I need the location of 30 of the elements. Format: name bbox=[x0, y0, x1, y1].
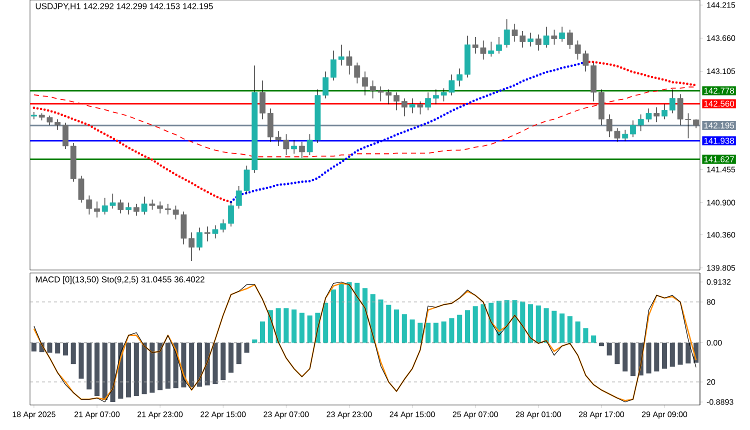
ref-line-label: 142.778 bbox=[704, 88, 734, 94]
x-tick-label: 28 Apr 01:00 bbox=[516, 412, 561, 419]
y-tick-label: 143.105 bbox=[707, 68, 736, 74]
x-tick-label: 25 Apr 07:00 bbox=[452, 412, 498, 419]
x-tick-label: 24 Apr 15:00 bbox=[390, 412, 435, 419]
x-tick-label: 21 Apr 23:00 bbox=[138, 412, 183, 419]
y-tick-label: 144.215 bbox=[707, 2, 736, 8]
ref-line-label: 141.938 bbox=[704, 138, 734, 144]
y2-tick-label: 80 bbox=[706, 299, 716, 305]
y-tick-label: 141.455 bbox=[707, 166, 736, 172]
y-tick-label: 143.660 bbox=[707, 35, 736, 41]
chart-title: MACD [0](13,50) Sto(9,2,5) 31.0455 36.4022 bbox=[36, 276, 204, 284]
y-tick-label: -0.8893 bbox=[706, 399, 734, 405]
x-tick-label: 18 Apr 2025 bbox=[12, 412, 56, 419]
y-tick-label: 140.900 bbox=[707, 200, 736, 206]
x-tick-label: 23 Apr 07:00 bbox=[264, 412, 309, 419]
y-tick-label: 0.00 bbox=[706, 340, 722, 346]
ref-line-label: 142.560 bbox=[704, 100, 734, 107]
ref-line-label: 141.627 bbox=[704, 156, 734, 162]
x-tick-label: 29 Apr 09:00 bbox=[642, 412, 688, 419]
x-tick-label: 28 Apr 17:00 bbox=[578, 412, 624, 419]
chart-title: USDJPY,H1 142.292 142.299 142.153 142.195 bbox=[36, 3, 213, 10]
ref-line-label: 142.195 bbox=[704, 122, 734, 128]
y-tick-label: 140.360 bbox=[707, 232, 736, 238]
x-tick-label: 22 Apr 15:00 bbox=[200, 412, 246, 419]
y-tick-label: 0.9132 bbox=[706, 279, 731, 285]
x-tick-label: 21 Apr 07:00 bbox=[74, 412, 120, 419]
x-tick-label: 23 Apr 23:00 bbox=[326, 412, 372, 419]
y2-tick-label: 20 bbox=[706, 379, 716, 385]
y-tick-label: 139.805 bbox=[707, 265, 736, 271]
